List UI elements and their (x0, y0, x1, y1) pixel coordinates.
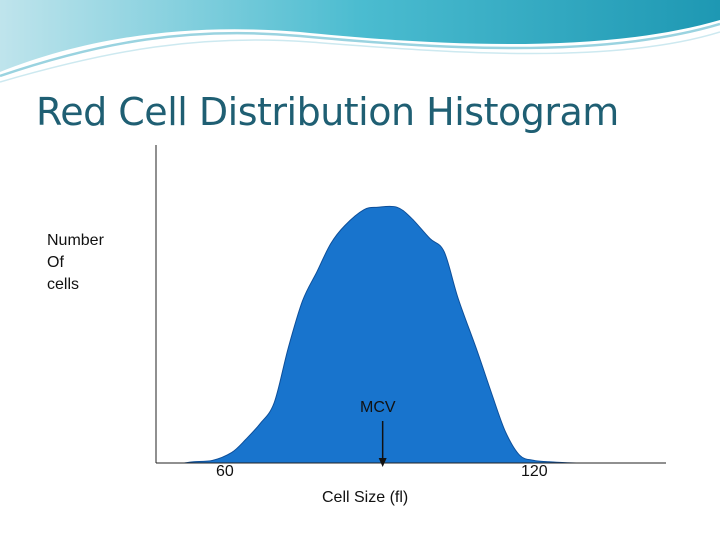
x-tick-label: 60 (216, 463, 234, 480)
banner-highlight (0, 22, 720, 78)
y-axis-label-line: Number (47, 232, 104, 249)
x-axis-label: Cell Size (fl) (322, 489, 409, 506)
banner-line (0, 31, 720, 83)
x-tick-label: 120 (521, 463, 548, 480)
banner-wave (0, 0, 720, 72)
mcv-arrowhead (378, 458, 387, 467)
mcv-label: MCV (360, 399, 396, 416)
slide-title: Red Cell Distribution Histogram (36, 90, 619, 134)
y-axis-label: Number Of cells (47, 230, 104, 296)
y-axis-label-line: cells (47, 276, 80, 293)
y-axis-label-line: Of (47, 254, 64, 271)
header-banner (0, 0, 720, 83)
distribution-area (184, 205, 577, 464)
